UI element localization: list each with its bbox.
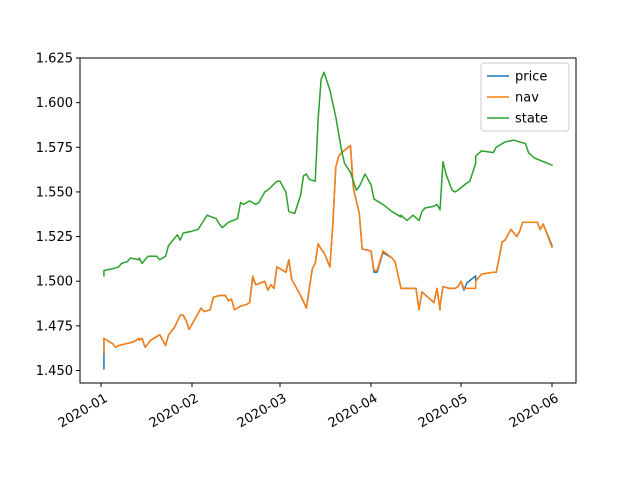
- y-tick-label: 1.450: [36, 364, 73, 379]
- legend-label-nav: nav: [515, 91, 539, 106]
- y-tick-label: 1.500: [36, 275, 73, 290]
- y-axis: 1.450 1.475 1.500 1.525 1.550 1.575 1.600 1.625: [36, 52, 80, 379]
- y-tick-label: 1.575: [36, 141, 73, 156]
- legend-label-price: price: [515, 70, 547, 85]
- series-line-state: [103, 71, 553, 277]
- y-tick-label: 1.600: [36, 96, 73, 111]
- series-layer: [103, 71, 553, 370]
- y-tick-label: 1.550: [36, 185, 73, 200]
- y-tick-label: 1.475: [36, 319, 73, 334]
- legend-box: [480, 62, 570, 132]
- legend: price nav state: [480, 62, 570, 132]
- legend-label-state: state: [515, 112, 548, 127]
- y-tick-label: 1.625: [36, 52, 73, 67]
- series-line-nav: [103, 144, 553, 354]
- plot-frame: [79, 57, 577, 384]
- y-tick-label: 1.525: [36, 230, 73, 245]
